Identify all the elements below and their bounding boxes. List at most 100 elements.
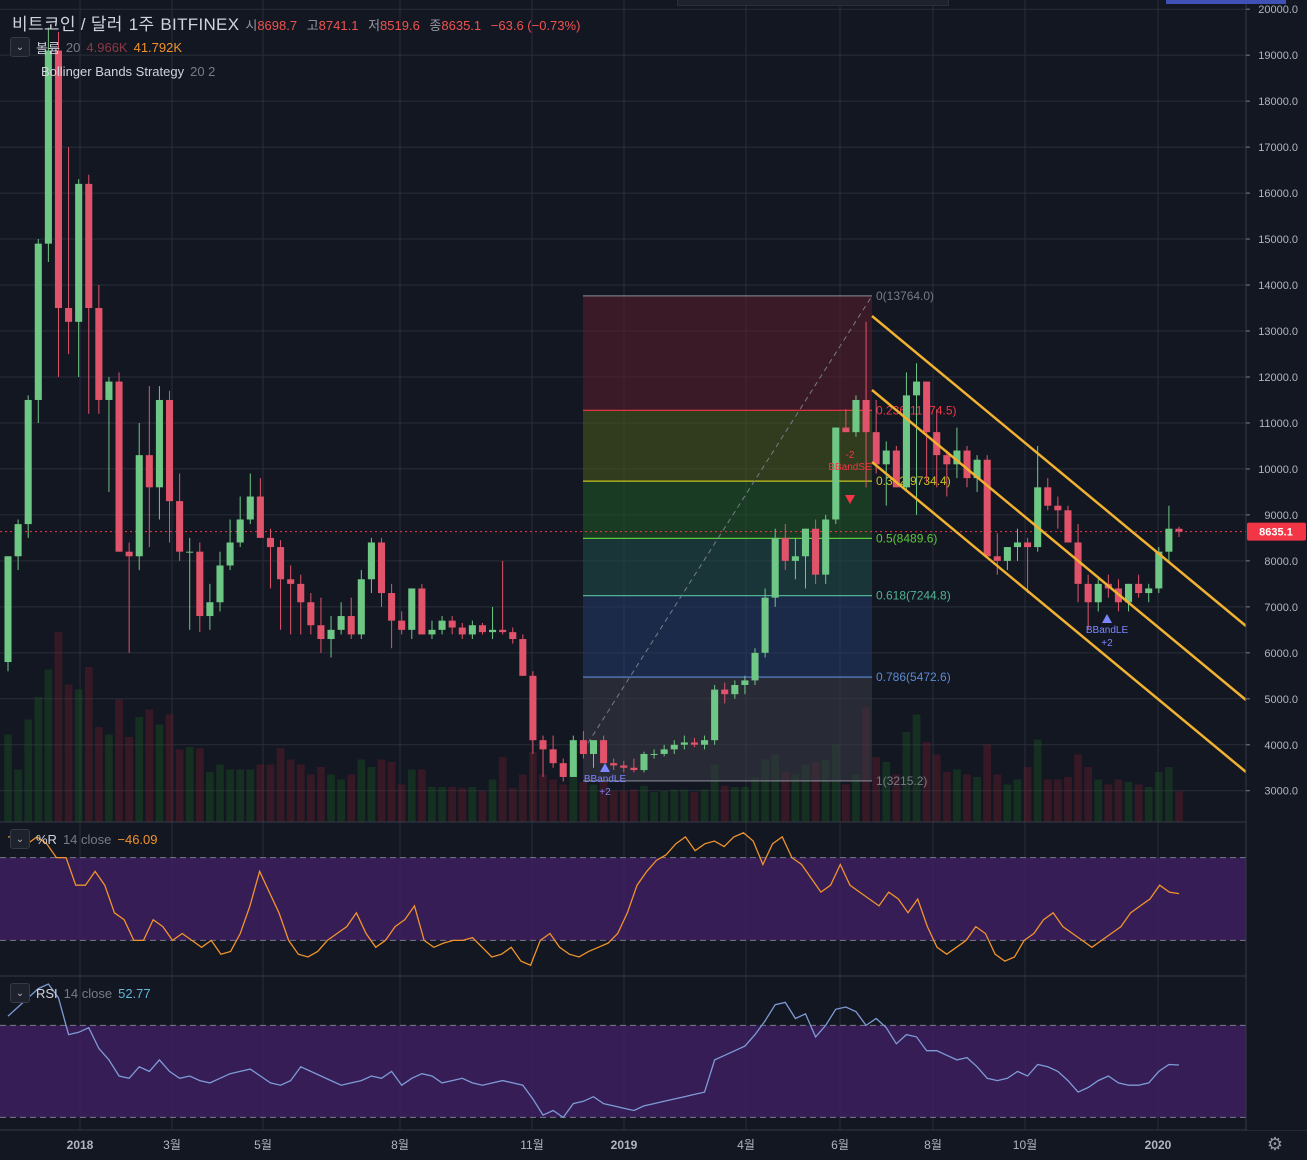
volume-bar [619,790,628,822]
candle [367,537,375,594]
candle [761,588,769,658]
candle [65,147,73,354]
candle [246,473,254,525]
candle-body [105,381,113,400]
volume-bar [811,762,820,822]
candle-body [680,742,688,745]
fib-level-label: 0.382(9734.4) [876,474,951,488]
symbol-name[interactable]: 비트코인 / 달러 [12,15,123,34]
time-tick-label: 6월 [831,1138,849,1152]
symbol-exchange[interactable]: BITFINEX [160,15,240,34]
candle [115,372,123,552]
volume-bar [14,769,22,822]
time-tick-label: 2019 [611,1138,638,1152]
time-axis-bg [0,1131,1307,1160]
candle [559,758,567,782]
fib-zone [583,677,872,781]
strategy-legend: Bollinger Bands Strategy 20 2 [41,64,215,79]
wr-name[interactable]: %R [36,831,57,847]
fib-level-label: 0.5(8489.6) [876,531,937,545]
candle [711,685,719,745]
candle-body [670,744,678,750]
volume-bar [599,782,608,822]
candle [165,390,174,543]
fib-level-label: 0(13764.0) [876,289,934,303]
volume-bar [872,757,880,822]
candle [771,528,779,607]
candle-body [24,399,32,525]
candle [277,540,285,630]
volume-bar [1003,784,1012,822]
candle-body [327,629,335,640]
candle-body [569,740,577,777]
strategy-name[interactable]: Bollinger Bands Strategy [41,64,185,79]
candle [842,409,850,433]
volume-bar [912,714,921,822]
volume-bar [185,747,194,822]
volume-bar [1084,767,1092,822]
time-tick-label: 2018 [67,1138,94,1152]
candle [832,427,840,525]
candle-body [630,767,638,771]
strategy-signal: BBandSE-2 [828,450,872,504]
last-price-tag: 8635.1 [1247,522,1306,541]
ohlc-readout: 시8698.7 고8741.1 저8519.6 종8635.1 −63.6 (−… [245,15,586,34]
candle-body [287,579,295,584]
gear-icon[interactable]: ⚙ [1266,1134,1284,1154]
candle [1054,496,1062,529]
candle [690,737,698,748]
candle-body [438,620,446,630]
volume-bar [24,719,33,822]
strategy-signal: BBandLE +2 [584,763,626,798]
candle-body [1135,583,1143,594]
volume-bar [1094,779,1103,822]
candle-body [842,427,850,433]
candle-body [206,602,214,617]
candle [297,574,305,635]
signal-qty: -2 [846,450,855,461]
channel-line [871,461,1247,773]
candle-body [448,620,456,628]
candle [751,648,759,685]
candle-body [751,652,759,681]
volume-bar [125,737,133,822]
candle-body [478,625,486,633]
price-tick-label: 11000.0 [1259,418,1298,430]
candle-body [1175,528,1183,532]
symbol-interval[interactable]: 1주 [128,15,155,34]
rsi-params: 14 close [63,985,113,1001]
candle [468,620,476,640]
candle-body [337,616,345,630]
volume-bar [488,779,497,822]
candle [54,32,63,377]
rsi-name[interactable]: RSI [36,985,58,1001]
candle-body [953,450,961,465]
chevron-down-icon[interactable]: ⌄ [10,983,30,1003]
change-value: −63.6 (−0.73%) [490,18,581,33]
rsi-pane: 80.0060.0040.00 [0,983,1298,1119]
volume-name[interactable]: 볼륨 [36,40,60,56]
volume-bar [761,759,769,822]
volume-bar [407,769,416,822]
volume-bar [953,769,961,822]
candle-body [943,455,951,465]
chevron-down-icon[interactable]: ⌄ [10,829,30,849]
volume-bar [882,762,891,822]
time-tick-label: 5월 [254,1138,272,1152]
volume-bar [539,774,547,822]
fib-level-label: 1(3215.2) [876,774,927,788]
price-tick-label: 13000.0 [1258,326,1298,338]
chevron-down-icon[interactable]: ⌄ [10,37,30,57]
candle [478,622,486,635]
candle [1044,478,1052,511]
volume-bars [4,632,1183,822]
candle-body [347,616,355,635]
candle-body [54,50,63,309]
candle [236,496,244,548]
volume-bar [296,764,305,822]
candle [176,473,184,561]
volume-bar [74,689,83,822]
volume-bar [266,764,275,822]
candle [327,616,335,658]
